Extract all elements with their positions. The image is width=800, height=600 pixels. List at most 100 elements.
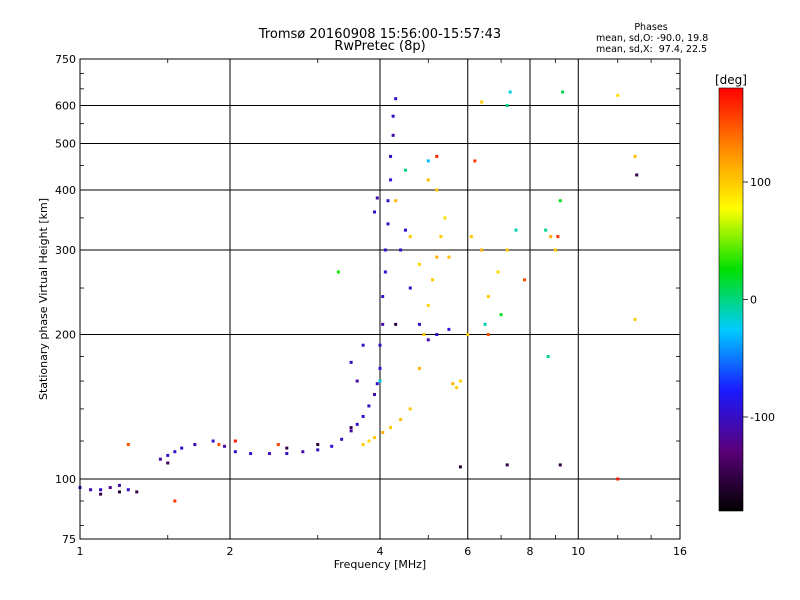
data-point xyxy=(389,178,393,182)
data-point xyxy=(408,286,412,290)
data-point xyxy=(355,379,359,383)
data-point xyxy=(349,360,353,364)
data-point xyxy=(233,450,237,454)
data-point xyxy=(99,492,103,496)
data-point xyxy=(316,448,320,452)
colorbar: [deg] 100 0 -100 xyxy=(715,73,775,512)
data-point xyxy=(514,228,518,232)
data-point xyxy=(426,159,430,163)
y-tick-label: 500 xyxy=(55,138,76,151)
data-point xyxy=(389,426,393,430)
x-axis-ticks: 1 2 4 6 8 10 16 xyxy=(77,59,687,558)
data-point xyxy=(403,228,407,232)
data-point xyxy=(426,303,430,307)
data-point xyxy=(523,278,527,282)
data-point xyxy=(173,450,177,454)
data-point xyxy=(378,343,382,347)
data-point xyxy=(126,443,130,447)
data-point xyxy=(394,322,398,326)
data-point xyxy=(285,446,289,450)
data-point xyxy=(505,104,509,108)
data-point xyxy=(135,490,139,494)
chart-title: Tromsø 20160908 15:56:00-15:57:43 xyxy=(258,27,502,42)
data-point xyxy=(373,210,377,214)
x-axis-label: Frequency [MHz] xyxy=(334,558,426,571)
data-point xyxy=(469,235,473,239)
data-point xyxy=(340,437,344,441)
y-tick-label: 750 xyxy=(55,53,76,66)
data-point xyxy=(480,248,484,252)
data-point xyxy=(381,322,385,326)
data-point xyxy=(249,452,253,456)
phase-info-title: Phases xyxy=(634,22,668,33)
data-point xyxy=(408,407,412,411)
data-point xyxy=(381,295,385,299)
data-point xyxy=(394,97,398,101)
data-point xyxy=(558,463,562,467)
data-point xyxy=(455,386,459,390)
data-point xyxy=(458,465,462,469)
data-point xyxy=(544,228,548,232)
colorbar-tick-label: -100 xyxy=(750,411,775,424)
data-point xyxy=(486,295,490,299)
data-point xyxy=(386,199,390,203)
data-point xyxy=(394,199,398,203)
data-point xyxy=(381,431,385,435)
data-point xyxy=(399,248,403,252)
y-tick-label: 100 xyxy=(55,473,76,486)
data-point xyxy=(180,446,184,450)
data-point xyxy=(458,379,462,383)
y-tick-label: 400 xyxy=(55,184,76,197)
data-point xyxy=(391,133,395,137)
data-point xyxy=(316,443,320,447)
data-point xyxy=(166,453,170,457)
data-point xyxy=(233,439,237,443)
data-point xyxy=(166,461,170,465)
data-point xyxy=(447,255,451,259)
data-point xyxy=(399,418,403,422)
data-point xyxy=(389,154,393,158)
data-point xyxy=(417,262,421,266)
data-point xyxy=(505,248,509,252)
data-point xyxy=(422,333,426,337)
data-point xyxy=(383,270,387,274)
data-point xyxy=(375,382,379,386)
data-point xyxy=(561,90,565,94)
data-point xyxy=(633,154,637,158)
data-point xyxy=(99,488,103,492)
data-point xyxy=(108,486,112,490)
data-point xyxy=(426,338,430,342)
data-point xyxy=(417,322,421,326)
data-point xyxy=(633,317,637,321)
data-point xyxy=(443,216,447,220)
data-point xyxy=(447,327,451,331)
data-point xyxy=(558,199,562,203)
data-point xyxy=(361,443,365,447)
data-point xyxy=(616,477,620,481)
data-point xyxy=(217,443,221,447)
data-point xyxy=(435,154,439,158)
data-point xyxy=(546,354,550,358)
scatter-points xyxy=(78,90,639,503)
grid-lines xyxy=(80,59,680,539)
data-point xyxy=(417,366,421,370)
data-point xyxy=(173,499,177,503)
data-point xyxy=(505,463,509,467)
data-point xyxy=(126,488,130,492)
y-axis-label: Stationary phase Virtual Height [km] xyxy=(37,198,50,400)
data-point xyxy=(373,436,377,440)
data-point xyxy=(391,114,395,118)
y-tick-label: 300 xyxy=(55,244,76,257)
data-point xyxy=(223,444,227,448)
data-point xyxy=(276,443,280,447)
data-point xyxy=(378,379,382,383)
data-point xyxy=(330,444,334,448)
data-point xyxy=(635,173,639,177)
data-point xyxy=(616,93,620,97)
y-tick-label: 200 xyxy=(55,329,76,342)
data-point xyxy=(355,422,359,426)
data-point xyxy=(386,222,390,226)
data-point xyxy=(435,188,439,192)
data-point xyxy=(117,490,121,494)
